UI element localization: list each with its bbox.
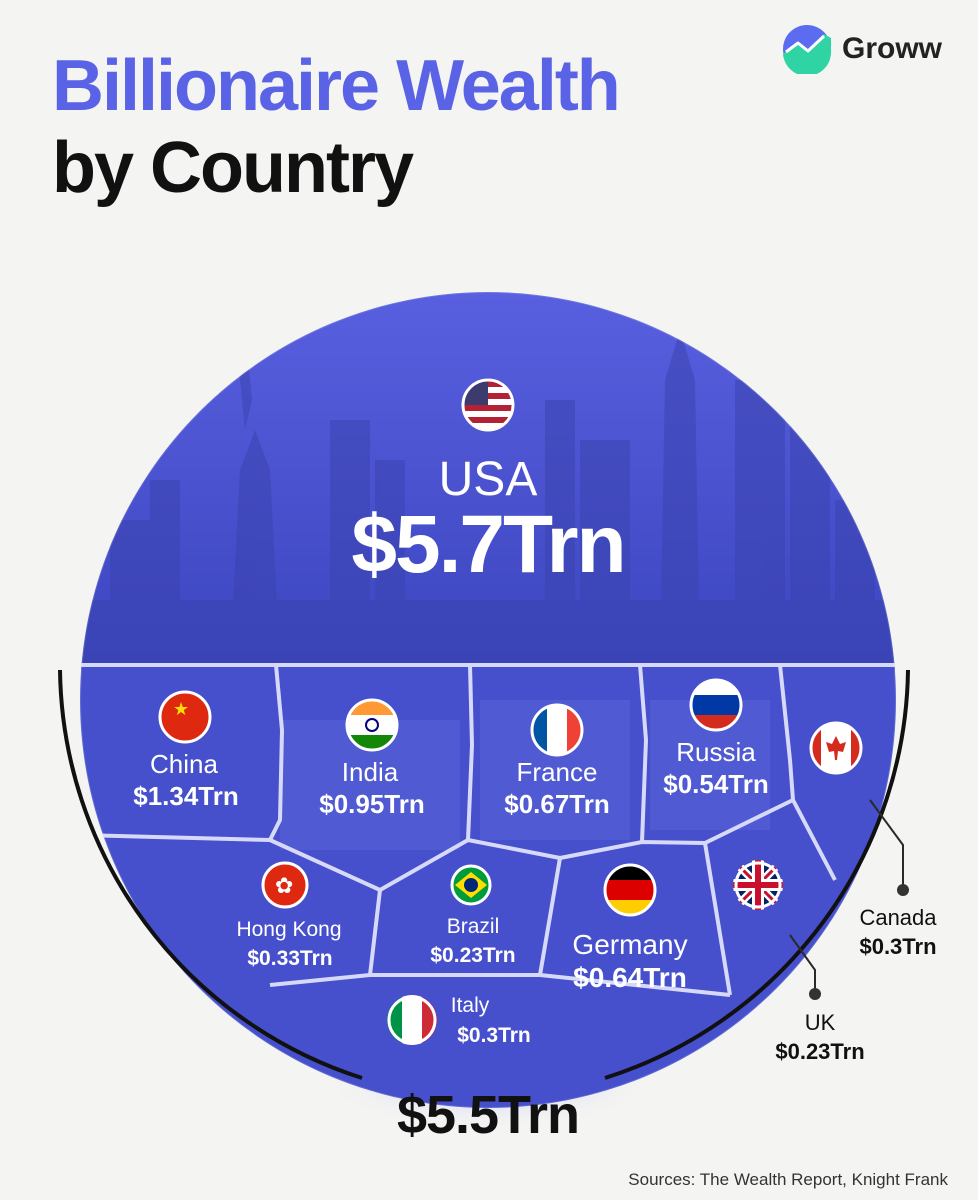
russia-value-label: $0.54Trn <box>663 769 769 799</box>
germany-value-label: $0.64Trn <box>573 962 687 993</box>
china-value-label: $1.34Trn <box>133 781 239 811</box>
india-flag-icon <box>345 698 399 752</box>
skyline-decoration <box>80 330 896 670</box>
usa-value-label: $5.7Trn <box>351 499 624 590</box>
title-line-1: Billionaire Wealth <box>52 46 621 126</box>
canada-leader-line <box>869 799 904 888</box>
canada-value-label: $0.3Trn <box>859 934 936 959</box>
title-line-2: by Country <box>52 128 414 208</box>
hongkong-name-label: Hong Kong <box>236 918 341 941</box>
groww-logo-icon <box>782 25 831 74</box>
russia-flag-icon <box>689 678 743 732</box>
germany-flag-icon <box>603 863 657 917</box>
russia-name-label: Russia <box>676 737 756 767</box>
bracket-arc-left <box>58 669 363 1080</box>
uk-flag-icon <box>733 860 783 910</box>
france-name-label: France <box>517 757 598 787</box>
usa-name-label: USA <box>439 453 538 506</box>
uk-value-label: $0.23Trn <box>775 1039 864 1064</box>
france-flag-icon <box>530 703 584 757</box>
brazil-value-label: $0.23Trn <box>430 944 515 967</box>
china-flag-icon: ★ <box>158 690 212 744</box>
hongkong-flag-icon: ✿ <box>261 861 309 909</box>
svg-text:✿: ✿ <box>275 874 293 899</box>
canada-flag-icon <box>809 721 863 775</box>
brand: Groww <box>782 24 942 74</box>
india-value-label: $0.95Trn <box>319 789 425 819</box>
others-total-label: $5.5Trn <box>397 1085 579 1145</box>
uk-name-label: UK <box>805 1010 836 1035</box>
italy-flag-icon <box>387 995 437 1045</box>
svg-text:★: ★ <box>173 699 189 720</box>
brazil-flag-icon <box>450 864 492 906</box>
india-name-label: India <box>342 757 399 787</box>
germany-name-label: Germany <box>572 929 687 960</box>
uk-leader-dot <box>809 988 821 1000</box>
china-name-label: China <box>150 749 218 779</box>
bracket-arc-right <box>604 669 910 1080</box>
italy-value-label: $0.3Trn <box>457 1024 531 1047</box>
uk-leader-line <box>789 934 816 992</box>
region-borders <box>80 663 896 997</box>
source-note: Sources: The Wealth Report, Knight Frank <box>628 1170 948 1189</box>
france-value-label: $0.67Trn <box>504 789 610 819</box>
canada-name-label: Canada <box>859 905 937 930</box>
brand-name: Groww <box>841 32 942 65</box>
canada-leader-dot <box>897 884 909 896</box>
hongkong-value-label: $0.33Trn <box>247 947 332 970</box>
brazil-name-label: Brazil <box>447 915 500 938</box>
italy-name-label: Italy <box>451 994 490 1017</box>
